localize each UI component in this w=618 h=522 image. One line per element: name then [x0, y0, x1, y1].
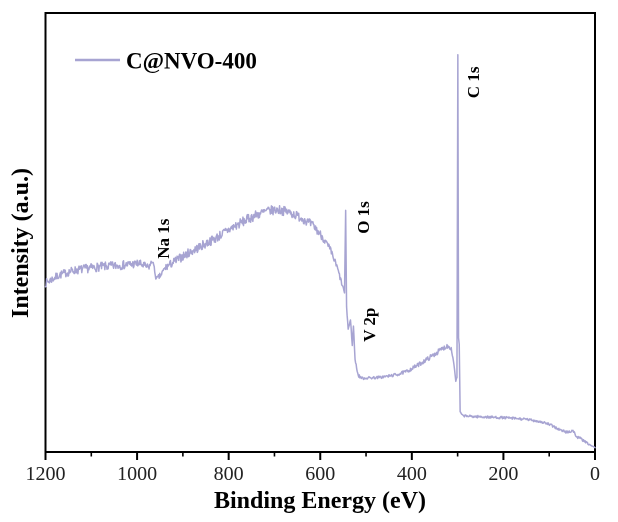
x-tick-label: 0	[590, 463, 600, 485]
peak-label-v-2p: V 2p	[360, 308, 379, 342]
legend: C@NVO-400	[75, 49, 257, 75]
peak-label-c-1s: C 1s	[464, 66, 483, 98]
x-tick-label: 1200	[26, 463, 66, 485]
peak-annotations: Na 1s O 1s V 2p C 1s	[154, 66, 483, 342]
x-axis-title: Binding Energy (eV)	[214, 488, 426, 514]
x-tick-label: 800	[214, 463, 244, 485]
peak-label-na-1s: Na 1s	[154, 218, 173, 259]
peak-label-o-1s: O 1s	[354, 201, 373, 234]
legend-label: C@NVO-400	[126, 49, 257, 75]
x-tick-label: 400	[397, 463, 427, 485]
x-tick-label: 600	[305, 463, 335, 485]
y-axis-title: Intensity (a.u.)	[8, 168, 34, 318]
x-tick-label: 1000	[117, 463, 157, 485]
x-axis-ticks	[44, 452, 596, 460]
x-axis-tick-labels: 1200 1000 800 600 400 200 0	[26, 463, 601, 485]
x-tick-label: 200	[488, 463, 518, 485]
spectrum-line	[44, 53, 596, 449]
